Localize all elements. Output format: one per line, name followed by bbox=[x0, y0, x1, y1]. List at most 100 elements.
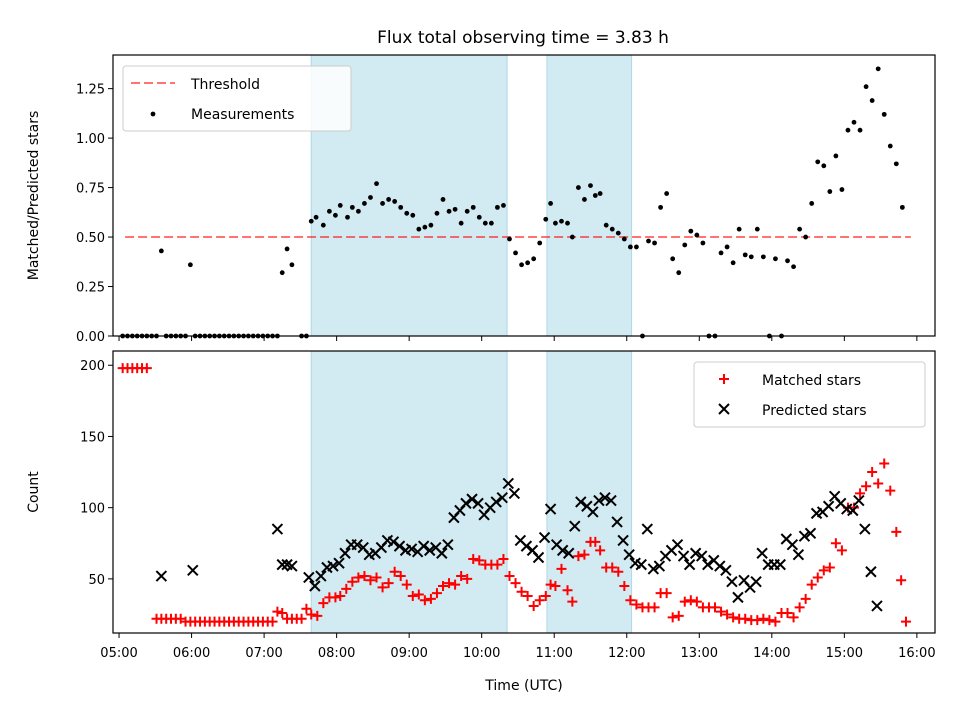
predicted-star-point bbox=[442, 538, 454, 551]
predicted-star-point bbox=[756, 547, 768, 559]
legend-predicted-label: Predicted stars bbox=[762, 403, 867, 419]
y-tick-label: 0.00 bbox=[76, 330, 105, 345]
predicted-star-point bbox=[155, 570, 168, 582]
predicted-star-point bbox=[496, 491, 508, 504]
matched-star-point bbox=[359, 571, 370, 582]
measurement-point bbox=[634, 244, 639, 250]
legend-box bbox=[693, 361, 926, 428]
matched-star-point bbox=[573, 551, 584, 562]
matched-star-point bbox=[330, 592, 341, 603]
predicted-star-point bbox=[333, 557, 345, 569]
matched-star-point bbox=[456, 571, 467, 582]
matched-star-point bbox=[579, 549, 590, 560]
measurement-point bbox=[374, 181, 379, 187]
measurement-point bbox=[326, 208, 332, 214]
measurement-point bbox=[368, 195, 373, 200]
matched-star-point bbox=[347, 576, 358, 587]
predicted-star-point bbox=[804, 527, 817, 540]
matched-star-point bbox=[794, 602, 805, 613]
x-tick-label: 12:00 bbox=[608, 646, 645, 661]
matched-star-point bbox=[590, 536, 601, 547]
matched-star-point bbox=[728, 612, 739, 623]
matched-star-point bbox=[752, 615, 763, 626]
shaded-interval-1 bbox=[310, 350, 508, 634]
predicted-star-point bbox=[786, 538, 799, 551]
predicted-star-point bbox=[714, 560, 726, 572]
axes-frame bbox=[112, 54, 936, 337]
legend-matched-label: Matched stars bbox=[762, 373, 861, 389]
matched-star-point bbox=[401, 579, 412, 590]
y-axis-label: Count bbox=[26, 471, 42, 513]
measurement-point bbox=[482, 220, 488, 226]
matched-star-point bbox=[830, 538, 841, 549]
measurement-point bbox=[863, 84, 869, 90]
predicted-star-point bbox=[286, 560, 298, 572]
measurement-point bbox=[791, 264, 796, 270]
matched-star-point bbox=[879, 458, 890, 469]
measurement-point bbox=[313, 214, 319, 220]
matched-star-point bbox=[806, 579, 817, 590]
matched-star-point bbox=[498, 553, 509, 564]
predicted-star-point bbox=[611, 516, 623, 528]
y-tick-label: 1.25 bbox=[76, 83, 105, 98]
predicted-star-point bbox=[774, 558, 786, 571]
measurement-point bbox=[525, 260, 531, 266]
predicted-star-point bbox=[351, 538, 363, 551]
matched-star-point bbox=[782, 608, 793, 619]
measurement-point bbox=[531, 256, 537, 262]
measurement-point bbox=[422, 224, 428, 230]
predicted-star-point bbox=[339, 547, 351, 559]
measurement-point bbox=[565, 220, 570, 226]
matched-star-point bbox=[365, 575, 376, 586]
x-tick-label: 13:00 bbox=[681, 646, 718, 661]
measurement-point bbox=[821, 163, 827, 169]
predicted-star-point bbox=[605, 494, 617, 507]
legend-measurements-label: Measurements bbox=[191, 107, 294, 123]
measurement-point bbox=[458, 220, 464, 226]
matched-star-point bbox=[607, 562, 618, 573]
matched-star-point bbox=[709, 602, 720, 613]
matched-star-point bbox=[522, 590, 533, 601]
matched-star-point bbox=[468, 553, 479, 564]
measurement-point bbox=[742, 252, 748, 258]
matched-star-point bbox=[277, 608, 288, 619]
matched-star-point bbox=[896, 575, 907, 586]
measurement-point bbox=[380, 201, 385, 206]
predicted-star-point bbox=[315, 570, 327, 582]
predicted-star-point bbox=[327, 560, 339, 572]
matched-star-point bbox=[818, 565, 829, 576]
matched-star-point bbox=[800, 593, 811, 604]
top-axes: 0.00 0.25 0.50 0.75 1.00 1.25 Matched/Predicte… bbox=[26, 54, 936, 345]
predicted-star-point bbox=[466, 493, 478, 505]
measurement-point bbox=[899, 204, 905, 210]
measurement-point bbox=[284, 246, 290, 252]
matched-star-point bbox=[341, 583, 352, 594]
measurement-point bbox=[392, 199, 398, 204]
predicted-star-point bbox=[647, 563, 660, 575]
matched-star-point bbox=[619, 581, 630, 591]
measurement-point bbox=[682, 242, 688, 248]
x-tick-label: 16:00 bbox=[898, 646, 935, 661]
measurement-point bbox=[869, 98, 875, 103]
measurement-point bbox=[428, 222, 434, 228]
predicted-star-point bbox=[792, 548, 805, 561]
predicted-star-point bbox=[405, 543, 418, 555]
axes-frame bbox=[112, 350, 936, 634]
measurement-point bbox=[333, 212, 338, 218]
y-tick-label: 0.25 bbox=[76, 281, 105, 296]
matched-star-point bbox=[534, 595, 545, 606]
measurement-point bbox=[513, 250, 518, 256]
measurement-point bbox=[652, 240, 657, 246]
measurement-point bbox=[582, 197, 587, 202]
measurement-point bbox=[621, 236, 627, 242]
matched-star-point bbox=[691, 596, 702, 607]
predicted-star-point bbox=[556, 544, 569, 557]
measurement-point bbox=[289, 262, 295, 268]
predicted-star-point bbox=[587, 506, 599, 518]
predicted-star-point bbox=[859, 523, 871, 535]
matched-star-point bbox=[267, 616, 278, 627]
measurement-point bbox=[362, 201, 367, 206]
measurement-point bbox=[646, 238, 651, 244]
x-tick-label: 14:00 bbox=[753, 646, 790, 661]
